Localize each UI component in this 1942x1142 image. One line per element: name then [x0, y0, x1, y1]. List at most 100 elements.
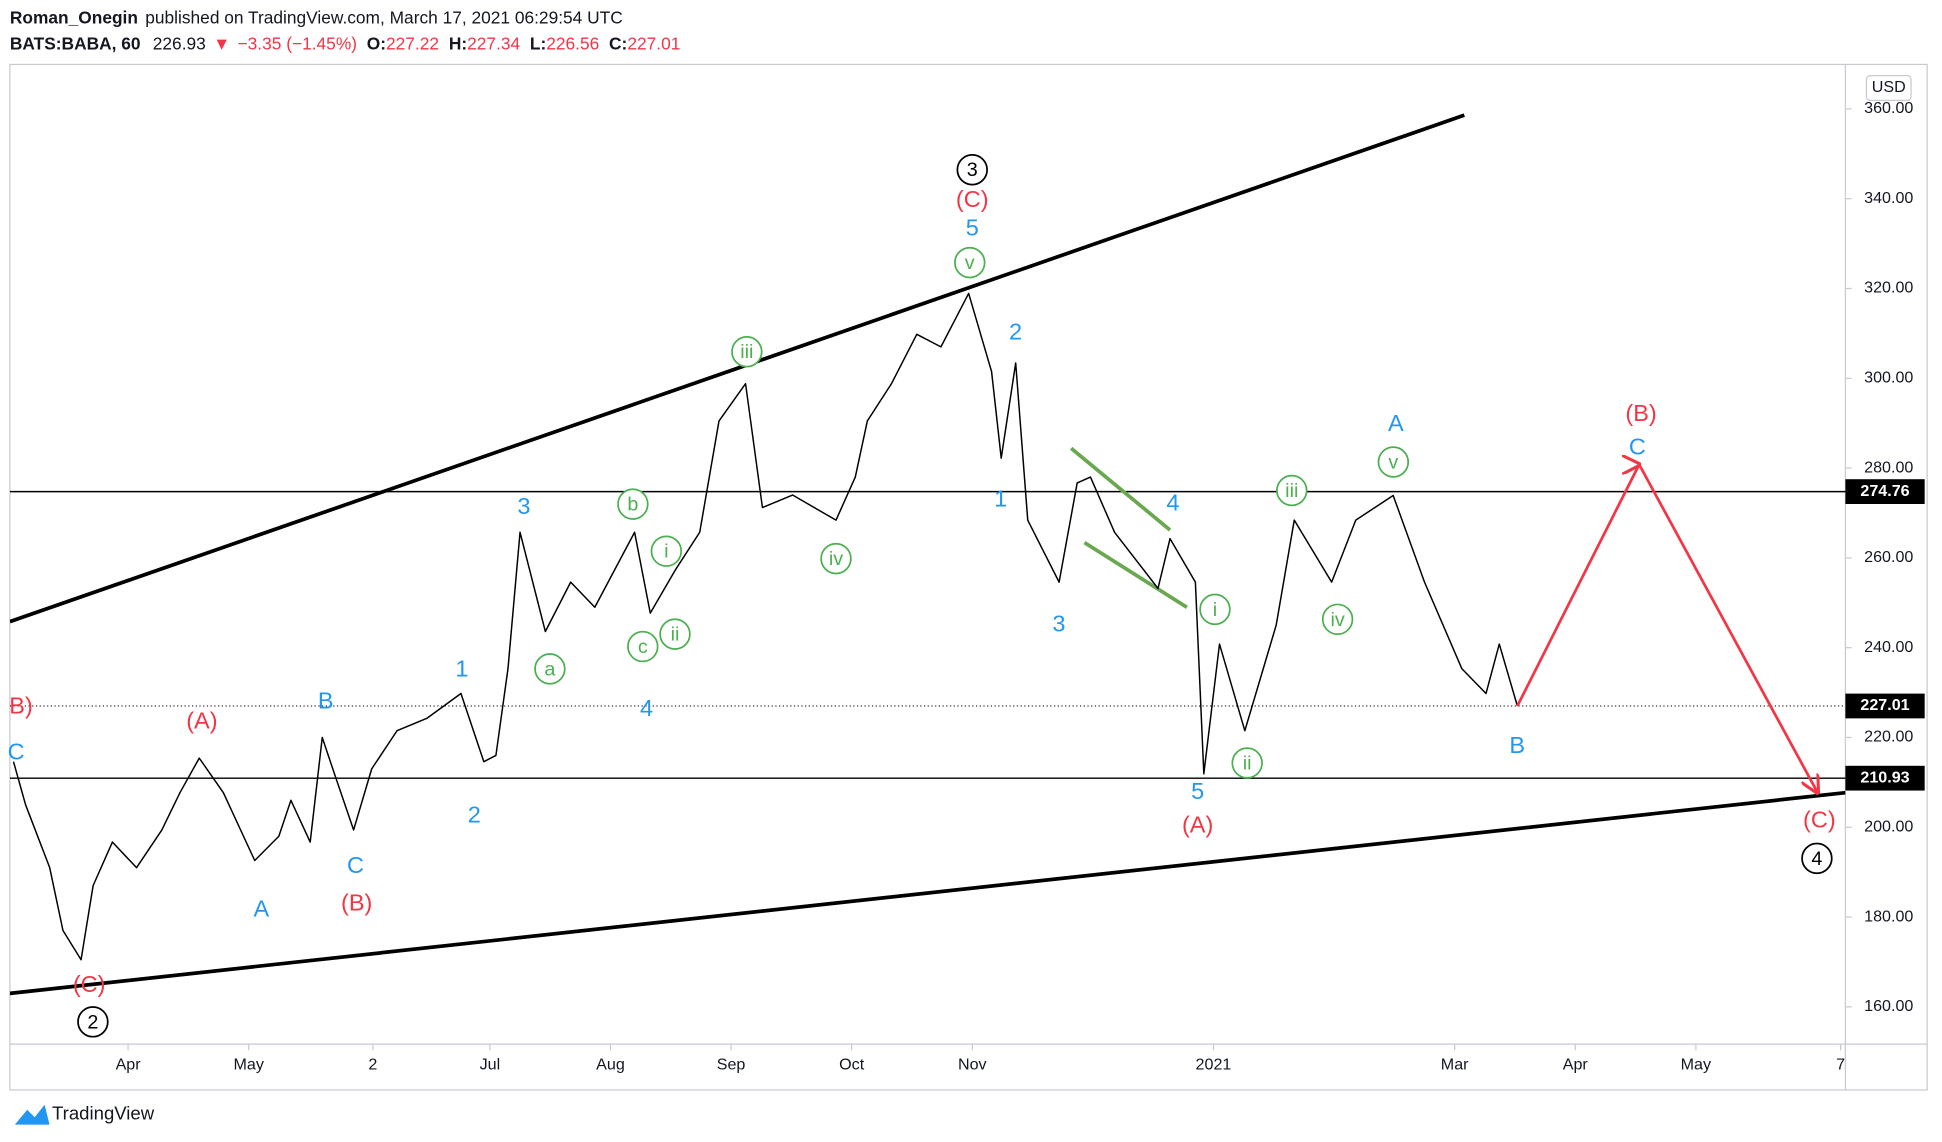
annotation-circle: [659, 618, 691, 650]
annotation-circle: [731, 336, 763, 368]
wave-label: v: [965, 252, 975, 274]
wave-label: 5: [966, 214, 979, 240]
price-label: 210.93: [1860, 768, 1909, 786]
brand: TradingView: [52, 1103, 155, 1124]
y-tick-label: 320.00: [1864, 279, 1913, 297]
trendline: [1069, 446, 1172, 532]
wave-label: i: [664, 541, 668, 563]
wave-label: B: [1509, 732, 1525, 758]
price-label-box: [1845, 479, 1925, 504]
wave-label: b: [627, 494, 638, 516]
currency: USD: [1872, 78, 1906, 96]
wave-label: C: [8, 738, 25, 764]
wave-label: iv: [829, 548, 843, 570]
y-tick-label: 300.00: [1864, 369, 1913, 387]
x-tick-label: May: [1681, 1055, 1712, 1073]
wave-label: 4: [1811, 848, 1822, 870]
x-tick-label: Apr: [116, 1055, 142, 1073]
currency-box: [1865, 74, 1912, 101]
axes: 160.00 180.00 200.00 220.00 240.00 260.00 280.…: [116, 99, 1925, 1073]
projection: [1516, 464, 1817, 792]
price-line-series: [12, 292, 1519, 961]
annotation-circle: [650, 535, 683, 567]
x-tick-label: 2: [368, 1055, 377, 1073]
wave-label: i: [1213, 599, 1217, 621]
x-tick-label: Jul: [480, 1055, 501, 1073]
ohlc-value: 227.01: [627, 33, 680, 53]
last-price: 226.93: [153, 33, 206, 53]
annotation-circle: [1231, 747, 1263, 779]
annotation-circle: [1199, 593, 1231, 626]
y-tick-label: 180.00: [1864, 907, 1913, 925]
y-tick-label: 240.00: [1864, 638, 1913, 656]
symbol-line: BATS:BABA, 60 226.93 ▼ −3.35 (−1.45%) O:…: [10, 33, 680, 53]
ohlc-label: H:: [449, 33, 467, 53]
wave-label: 2: [1009, 318, 1022, 344]
price-label-box: [1845, 693, 1925, 719]
published: published on TradingView.com, March 17, …: [145, 7, 622, 27]
trendline: [9, 113, 1465, 624]
price-label: 227.01: [1860, 696, 1909, 714]
wave-label: 3: [967, 159, 978, 181]
logo-icon: [14, 1104, 50, 1125]
wave-label: (C): [1803, 806, 1836, 832]
y-tick-label: 160.00: [1864, 997, 1913, 1015]
change-arrow: ▼: [213, 33, 230, 53]
ohlc-value: 227.34: [467, 33, 520, 53]
ohlc-value: 227.22: [386, 33, 439, 53]
wave-label: 1: [994, 486, 1007, 512]
wave-label: 2: [87, 1011, 98, 1033]
annotation-circle: [1377, 446, 1410, 478]
wave-label: (B): [341, 889, 372, 915]
wave-label: (C): [956, 186, 989, 212]
x-tick-label: Sep: [717, 1055, 746, 1073]
annotation-circle: [1801, 842, 1833, 875]
annotation-circle: [77, 1006, 109, 1038]
y-tick-label: 340.00: [1864, 189, 1913, 207]
annotation-circle: [1321, 603, 1354, 636]
wave-label: 3: [517, 493, 530, 519]
annotation-circle: [627, 630, 659, 663]
wave-label: B): [9, 692, 33, 718]
change: −3.35 (−1.45%): [238, 33, 357, 53]
y-tick-label: 200.00: [1864, 818, 1913, 836]
annotations: B)C(A)B1342AC(B)(C)23(C)5viiibaiiiciv213…: [8, 153, 1836, 1038]
price-label: 274.76: [1860, 482, 1909, 500]
x-tick-label: Mar: [1441, 1055, 1469, 1073]
wave-label: 5: [1191, 778, 1204, 804]
wave-label: v: [1388, 451, 1398, 473]
x-tick-label: Oct: [839, 1055, 865, 1073]
wave-label: 2: [468, 801, 481, 827]
wave-label: A: [253, 896, 269, 922]
x-tick-label: Nov: [958, 1055, 987, 1073]
plot-area: [9, 113, 1846, 996]
wave-label: C: [347, 852, 364, 878]
wave-label: (A): [186, 707, 217, 733]
wave-label: 3: [1052, 611, 1065, 637]
x-tick-label: May: [233, 1055, 264, 1073]
y-tick-label: 360.00: [1864, 99, 1913, 117]
wave-label: iii: [740, 341, 753, 363]
ohlc-label: O:: [367, 33, 386, 53]
wave-label: B: [318, 688, 334, 714]
x-tick-label: Apr: [1563, 1055, 1589, 1073]
wave-label: C: [1629, 434, 1646, 460]
wave-label: iii: [1285, 480, 1298, 502]
y-tick-label: 220.00: [1864, 728, 1913, 746]
author: Roman_Onegin: [10, 7, 138, 27]
wave-label: a: [544, 658, 556, 680]
wave-label: (C): [73, 971, 106, 997]
wave-label: 4: [640, 695, 653, 721]
trendline: [1083, 541, 1188, 609]
wave-label: 4: [1166, 489, 1179, 515]
x-tick-label: 7: [1836, 1055, 1845, 1073]
symbol: BATS:BABA, 60: [10, 33, 141, 53]
annotation-circle: [1276, 474, 1308, 507]
y-tick-label: 260.00: [1864, 548, 1913, 566]
wave-label: (A): [1182, 811, 1213, 837]
wave-label: A: [1388, 410, 1404, 436]
wave-label: (B): [1625, 400, 1656, 426]
x-tick-label: 2021: [1196, 1055, 1232, 1073]
annotation-circle: [820, 542, 852, 575]
